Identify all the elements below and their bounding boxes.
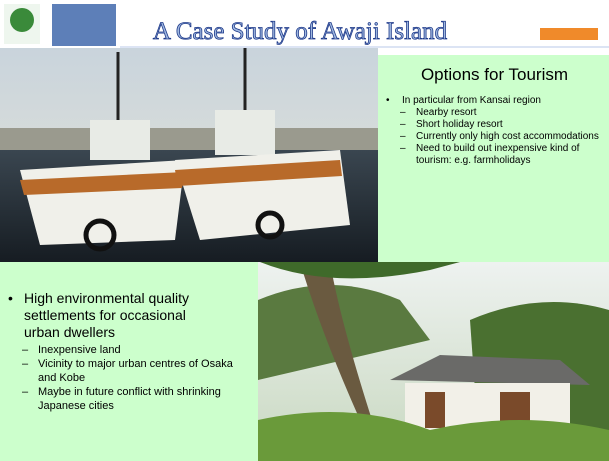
- sub-bullet: Nearby resort: [386, 107, 603, 119]
- house-photo: [258, 262, 609, 461]
- sub-bullet: Maybe in future conflict with shrinking …: [8, 385, 248, 413]
- settlement-box: High environmental quality settlements f…: [0, 262, 258, 461]
- bullet: In particular from Kansai region: [386, 95, 603, 107]
- sub-bullet: Currently only high cost accommodations: [386, 131, 603, 143]
- logo-tag: [540, 28, 598, 40]
- slide-title: A Case Study of Awaji Island: [152, 18, 448, 46]
- bullet: High environmental quality settlements f…: [8, 290, 248, 341]
- settlement-list: High environmental quality settlements f…: [8, 290, 248, 413]
- sub-bullet: Inexpensive land: [8, 343, 248, 357]
- tourism-box: Options for Tourism In particular from K…: [378, 55, 609, 262]
- sub-bullet: Need to build out inexpensive kind of to…: [386, 143, 603, 167]
- box-heading: Options for Tourism: [420, 65, 569, 84]
- boats-photo: [0, 48, 378, 262]
- sub-bullet: Vicinity to major urban centres of Osaka…: [8, 357, 248, 385]
- tourism-list: In particular from Kansai region Nearby …: [386, 95, 603, 167]
- logo-mark: [10, 8, 34, 32]
- sub-bullet: Short holiday resort: [386, 119, 603, 131]
- banner-image: [52, 4, 116, 46]
